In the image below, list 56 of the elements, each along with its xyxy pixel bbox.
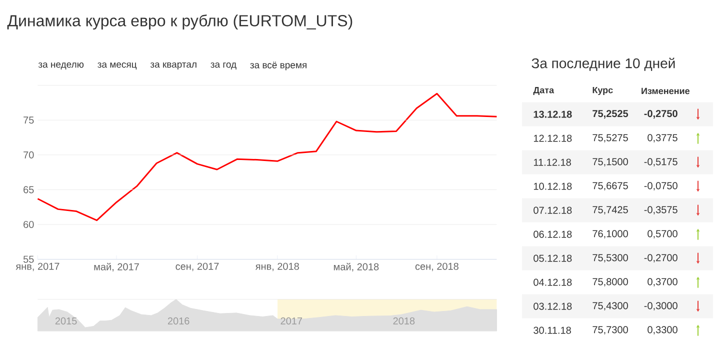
text: 07.12.18 xyxy=(534,206,572,214)
y-tick-label: 60 xyxy=(24,220,34,228)
text: 0,3300 xyxy=(648,326,678,334)
chart-title: Динамика курса евро к рублю (EURTOM_UTS) xyxy=(7,14,352,30)
text: Изменение xyxy=(642,88,690,94)
text: 75,7425 xyxy=(592,206,628,214)
text: -0,5175 xyxy=(644,158,678,166)
text: 75,4300 xyxy=(592,302,628,310)
text: 75,5275 xyxy=(592,134,628,142)
x-tick-label: 2018 xyxy=(393,317,415,324)
x-tick-label: янв, 2017 xyxy=(16,262,60,272)
text: Дата xyxy=(533,87,554,95)
y-tick-label: 65 xyxy=(24,186,34,194)
text: 0,3700 xyxy=(648,278,678,286)
text: 75,6675 xyxy=(592,182,628,190)
y-tick-label: 55 xyxy=(23,256,34,263)
line-series xyxy=(36,92,498,222)
y-tick-label: 75 xyxy=(24,116,34,124)
text: 75,5300 xyxy=(592,254,628,262)
x-tick-label: 2015 xyxy=(55,317,77,324)
text: -0,0750 xyxy=(644,182,678,190)
text: 75,1500 xyxy=(592,158,628,166)
text: За последние 10 дней xyxy=(532,58,675,71)
text: 03.12.18 xyxy=(534,302,572,310)
text: -0,3000 xyxy=(644,302,678,310)
y-tick-label: 70 xyxy=(24,151,34,158)
text: за месяц xyxy=(98,62,137,70)
x-tick-label: май, 2018 xyxy=(334,262,379,272)
text: 06.12.18 xyxy=(534,230,572,238)
text: 12.12.18 xyxy=(534,134,572,142)
x-tick-label: янв, 2018 xyxy=(255,262,299,272)
text: 75,2525 xyxy=(592,110,628,119)
text: 05.12.18 xyxy=(534,254,572,262)
text: за год xyxy=(210,62,236,70)
text: за всё время xyxy=(250,62,306,70)
x-tick-label: 2016 xyxy=(168,317,190,324)
text: 75,8000 xyxy=(592,278,628,286)
text: 0,5700 xyxy=(648,230,678,238)
text: 11.12.18 xyxy=(534,158,571,166)
x-tick-label: сен, 2017 xyxy=(176,262,219,272)
x-tick-label: 2017 xyxy=(280,317,302,324)
x-tick-label: сен, 2018 xyxy=(415,262,458,272)
text: Курс xyxy=(592,86,613,96)
text: за квартал xyxy=(150,62,196,70)
text: 30.11.18 xyxy=(534,326,571,334)
x-tick-label: май, 2017 xyxy=(94,262,139,272)
text: 04.12.18 xyxy=(534,278,572,286)
text: 13.12.18 xyxy=(534,110,572,118)
text: 10.12.18 xyxy=(534,182,572,190)
text: -0,2700 xyxy=(644,254,678,262)
text: 76,1000 xyxy=(592,230,628,238)
text: 0,3775 xyxy=(648,134,678,142)
text: -0,3575 xyxy=(644,206,678,214)
text: за неделю xyxy=(38,62,84,70)
text: -0,2750 xyxy=(644,110,678,119)
text: 75,7300 xyxy=(592,326,628,334)
